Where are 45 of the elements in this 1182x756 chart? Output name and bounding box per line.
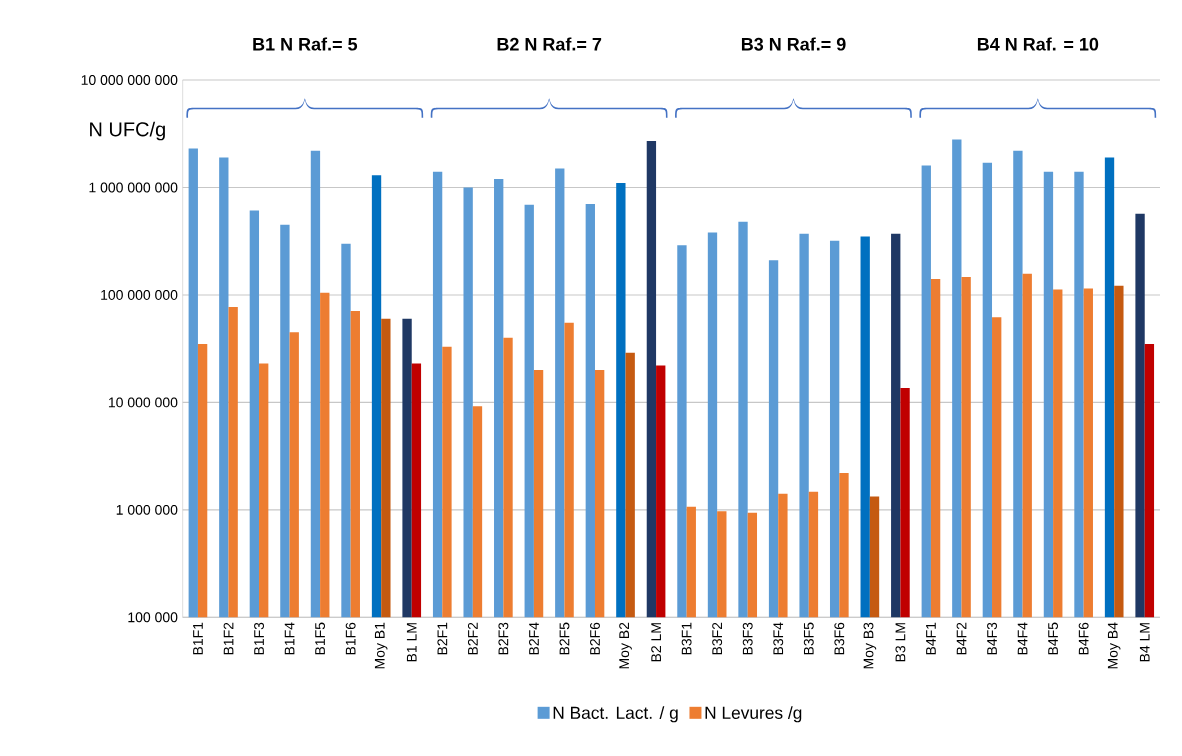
- x-tick-label: B1F2: [223, 622, 234, 655]
- x-tick-label: B2F4: [529, 622, 539, 655]
- x-tick-label: Moy B4: [1107, 622, 1121, 669]
- x-tick-label: B1F5: [315, 622, 325, 655]
- x-tick-label: B3 LM: [895, 623, 906, 662]
- x-tick-label: B1F4: [284, 622, 295, 655]
- x-tick-label: Moy B1: [374, 622, 388, 669]
- x-tick-label: B1 LM: [406, 623, 417, 662]
- x-tick-label: B4F1: [926, 622, 936, 655]
- x-tick-label: B2F6: [590, 622, 600, 655]
- legend-label: N Bact. Lact. / g: [553, 706, 678, 723]
- x-tick-label: B3F4: [773, 622, 784, 655]
- y-tick-label: 10 000 000: [108, 397, 178, 408]
- text: B3 N Raf.= 9: [741, 37, 846, 51]
- y-tick-label: 100 000: [128, 612, 178, 623]
- x-tick-label: B4F2: [956, 622, 967, 655]
- x-tick-label: B3F3: [742, 622, 753, 655]
- y-tick-label: 10 000 000 000: [81, 75, 178, 85]
- text: B1 N Raf.= 5: [253, 37, 358, 51]
- x-tick-label: B3F5: [803, 622, 814, 655]
- x-tick-label: B3F2: [712, 622, 723, 655]
- x-tick-label: B4F5: [1048, 622, 1058, 655]
- x-tick-label: B4F3: [987, 622, 997, 655]
- x-tick-label: B3F6: [834, 622, 845, 655]
- legend-label: N Levures /g: [705, 706, 802, 723]
- x-tick-label: B3F1: [681, 622, 692, 655]
- text: B2 N Raf.= 7: [497, 37, 602, 51]
- x-tick-label: Moy B3: [863, 622, 877, 669]
- y-axis-title: N UFC/g: [90, 121, 165, 141]
- x-tick-label: B2F2: [467, 622, 478, 655]
- x-tick-label: B1F3: [254, 622, 264, 655]
- x-tick-label: B2 LM: [651, 623, 661, 662]
- x-tick-label: B4 LM: [1139, 623, 1150, 662]
- y-tick-label: 1 000 000: [116, 504, 178, 515]
- y-tick-label: 100 000 000: [101, 289, 178, 300]
- x-tick-label: B2F3: [498, 622, 509, 655]
- x-tick-label: B4F6: [1078, 622, 1089, 655]
- x-tick-label: B1F6: [345, 622, 356, 655]
- y-tick-label: 1 000 000 000: [89, 182, 178, 193]
- text: B4 N Raf. = 10: [977, 37, 1099, 51]
- x-tick-label: B2F5: [559, 622, 570, 655]
- x-tick-label: B4F4: [1017, 622, 1028, 655]
- x-tick-label: B1F1: [193, 622, 203, 655]
- x-tick-label: B2F1: [437, 622, 448, 655]
- x-tick-label: Moy B2: [619, 622, 632, 669]
